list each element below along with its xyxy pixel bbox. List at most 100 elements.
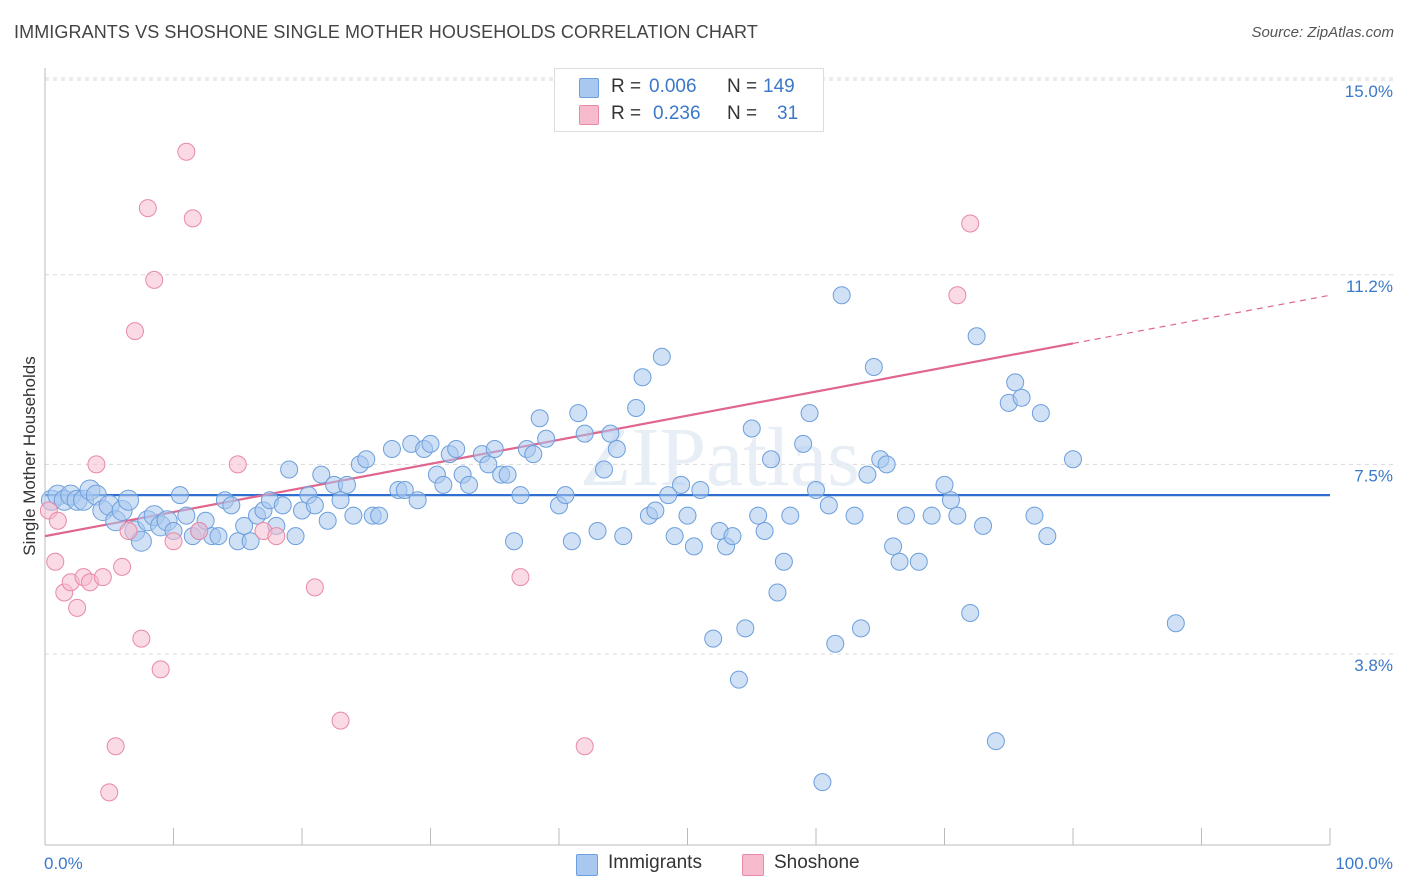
- shoshone-point: [305, 578, 324, 597]
- immigrants-point: [967, 327, 986, 346]
- shoshone-point: [138, 199, 157, 218]
- immigrants-point: [896, 506, 915, 525]
- immigrants-point: [382, 440, 401, 458]
- shoshone-point: [145, 270, 164, 289]
- y-tick-label: 11.2%: [1346, 277, 1393, 296]
- immigrants-point: [575, 424, 594, 443]
- immigrants-point: [537, 429, 556, 448]
- immigrants-point: [170, 486, 189, 505]
- trend-lines: [44, 294, 1331, 538]
- immigrants-point: [935, 475, 954, 494]
- y-tick-labels: 3.8% 7.5% 11.2% 15.0%: [1345, 82, 1393, 675]
- immigrants-legend-swatch: [576, 854, 598, 876]
- immigrants-point: [948, 506, 967, 525]
- immigrants-point: [395, 481, 414, 499]
- immigrants-point: [588, 522, 607, 540]
- immigrants-point: [627, 399, 646, 417]
- immigrants-point: [485, 440, 504, 458]
- immigrants-point: [305, 496, 324, 515]
- immigrants-point: [331, 491, 350, 510]
- immigrants-point: [209, 527, 228, 546]
- immigrants-point: [601, 424, 620, 443]
- immigrants-point: [941, 491, 960, 510]
- shoshone-trend-extension: [1072, 294, 1331, 345]
- immigrants-point: [652, 347, 671, 366]
- immigrants-point: [884, 537, 903, 556]
- immigrants-point: [832, 286, 851, 305]
- shoshone-point: [68, 598, 87, 617]
- immigrants-point: [421, 434, 440, 453]
- immigrants-point: [241, 532, 260, 551]
- immigrants-point: [813, 773, 832, 792]
- source-label: Source: ZipAtlas.com: [1251, 24, 1394, 41]
- y-tick-label: 7.5%: [1354, 466, 1393, 485]
- shoshone-point: [48, 511, 67, 530]
- immigrants-point: [460, 475, 479, 494]
- immigrants-point: [665, 527, 684, 546]
- immigrants-point: [659, 486, 678, 505]
- r-label: R =: [611, 76, 642, 97]
- immigrants-point: [556, 486, 575, 505]
- immigrants-point: [729, 670, 748, 689]
- immigrants-point: [530, 409, 549, 428]
- shoshone-point: [132, 629, 151, 648]
- immigrants-point: [877, 455, 896, 474]
- immigrants-point: [1166, 614, 1185, 633]
- immigrants-point: [1064, 450, 1082, 469]
- axes: [44, 68, 1331, 846]
- immigrants-point: [337, 475, 356, 494]
- immigrants-point: [755, 522, 774, 540]
- n-label: N =: [727, 103, 758, 124]
- immigrants-point: [672, 475, 691, 494]
- immigrants-point: [851, 619, 870, 638]
- immigrants-point: [594, 460, 613, 479]
- immigrants-point: [1038, 527, 1057, 546]
- shoshone-trend-line: [44, 342, 1074, 538]
- immigrants-point: [614, 527, 633, 546]
- immigrants-point: [961, 604, 980, 622]
- immigrants-point: [286, 527, 305, 546]
- shoshone-point: [267, 527, 286, 546]
- immigrants-point: [1031, 404, 1050, 423]
- immigrants-point: [794, 434, 813, 453]
- immigrants-point: [736, 619, 755, 638]
- shoshone-point: [948, 286, 967, 305]
- immigrants-point: [447, 440, 466, 458]
- grid-lines: [45, 77, 1395, 655]
- immigrants-point: [408, 491, 427, 510]
- shoshone-swatch: [579, 105, 599, 125]
- y-tick-label: 15.0%: [1345, 82, 1393, 101]
- r-label: R =: [611, 103, 642, 124]
- immigrants-point: [524, 445, 543, 464]
- immigrants-point: [742, 419, 761, 438]
- x-tick-label: 100.0%: [1335, 854, 1393, 873]
- immigrants-point: [177, 506, 196, 525]
- immigrants-point: [312, 465, 331, 484]
- immigrants-point: [118, 489, 140, 511]
- immigrants-point: [678, 506, 697, 525]
- immigrants-point: [569, 404, 588, 423]
- shoshone-point: [125, 322, 144, 341]
- immigrants-point: [633, 368, 652, 387]
- n-value: 31: [777, 103, 799, 124]
- immigrants-point: [344, 506, 363, 525]
- shoshone-point: [575, 737, 594, 756]
- immigrants-point: [1006, 373, 1025, 392]
- shoshone-point: [331, 711, 350, 730]
- immigrants-point: [684, 537, 703, 556]
- immigrants-point: [723, 527, 742, 546]
- immigrants-point: [819, 496, 838, 515]
- n-label: N =: [727, 76, 758, 97]
- n-value: 149: [763, 76, 795, 97]
- immigrants-point: [511, 486, 530, 505]
- immigrants-legend-label: Immigrants: [608, 852, 702, 873]
- shoshone-point: [100, 783, 119, 802]
- shoshone-point: [164, 532, 183, 551]
- immigrants-point: [318, 511, 337, 530]
- immigrants-point: [807, 481, 825, 499]
- immigrants-swatch: [579, 78, 599, 98]
- immigrants-point: [762, 450, 781, 469]
- immigrants-point: [826, 634, 845, 653]
- y-tick-label: 3.8%: [1354, 656, 1393, 675]
